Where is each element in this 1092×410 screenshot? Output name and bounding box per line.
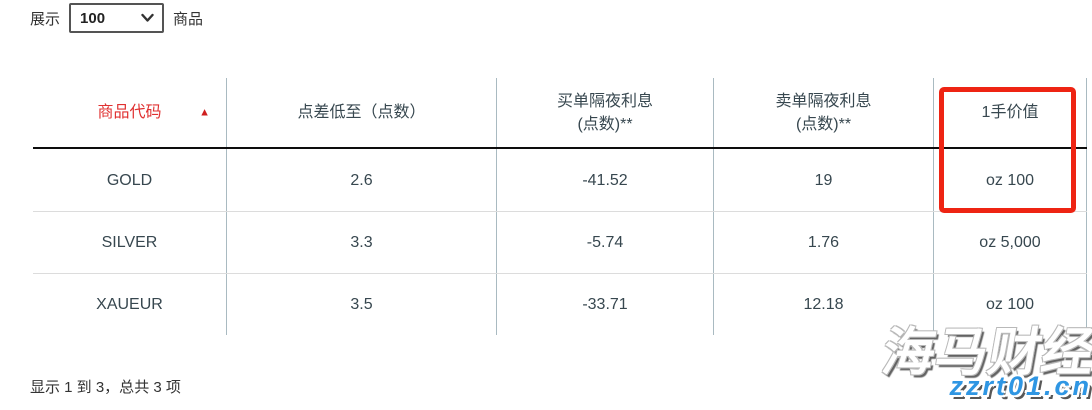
cell-spread: 2.6 — [227, 149, 497, 211]
column-header-label: 卖单隔夜利息 — [775, 92, 872, 110]
column-header-spread[interactable]: 点差低至（点数） — [227, 78, 497, 147]
cell-product-code: XAUEUR — [33, 274, 227, 335]
sort-ascending-icon: ▲ — [199, 106, 210, 118]
cell-sell-swap: 19 — [714, 149, 934, 211]
cell-buy-swap: -41.52 — [497, 149, 714, 211]
unit-label: 商品 — [173, 10, 204, 28]
chevron-down-icon — [141, 13, 154, 23]
table-info-summary: 显示 1 到 3，总共 3 项 — [30, 379, 181, 396]
table-row-silver: SILVER 3.3 -5.74 1.76 oz 5,000 — [33, 211, 1087, 273]
table-body: GOLD 2.6 -41.52 19 oz 100 SILVER 3.3 -5.… — [33, 149, 1087, 335]
column-header-sublabel: (点数)** — [577, 115, 633, 133]
column-header-label: 点差低至（点数） — [297, 104, 426, 121]
column-header-label: 商品代码 — [97, 104, 162, 121]
watermark-site-url: zzrt01.cn — [949, 371, 1092, 401]
cell-lot-value: oz 5,000 — [934, 212, 1087, 273]
cell-product-code: GOLD — [33, 149, 227, 211]
column-header-product-code[interactable]: 商品代码 ▲ — [33, 78, 227, 147]
column-header-sell-swap[interactable]: 卖单隔夜利息 (点数)** — [714, 78, 934, 147]
cell-sell-swap: 12.18 — [714, 274, 934, 335]
table-row-xaueur: XAUEUR 3.5 -33.71 12.18 oz 100 — [33, 273, 1087, 335]
column-header-buy-swap[interactable]: 买单隔夜利息 (点数)** — [497, 78, 714, 147]
cell-spread: 3.5 — [227, 274, 497, 335]
page-length-controls: 展示 100 商品 — [30, 0, 203, 36]
cell-lot-value: oz 100 — [934, 274, 1087, 335]
table-row-gold: GOLD 2.6 -41.52 19 oz 100 — [33, 149, 1087, 211]
cell-product-code: SILVER — [33, 212, 227, 273]
cell-buy-swap: -33.71 — [497, 274, 714, 335]
table-header-row: 商品代码 ▲ 点差低至（点数） 买单隔夜利息 (点数)** 卖单隔夜利息 (点数… — [33, 78, 1087, 149]
show-label: 展示 — [30, 10, 61, 28]
column-header-label: 买单隔夜利息 — [556, 92, 653, 110]
column-header-lot-value[interactable]: 1手价值 — [934, 78, 1087, 147]
items-per-page-select[interactable]: 100 — [69, 3, 165, 33]
column-header-label: 1手价值 — [981, 104, 1039, 121]
cell-buy-swap: -5.74 — [497, 212, 714, 273]
items-per-page-value: 100 — [80, 9, 106, 27]
cell-lot-value: oz 100 — [934, 149, 1087, 211]
cell-spread: 3.3 — [227, 212, 497, 273]
cell-sell-swap: 1.76 — [714, 212, 934, 273]
column-header-sublabel: (点数)** — [795, 115, 852, 133]
products-table: 商品代码 ▲ 点差低至（点数） 买单隔夜利息 (点数)** 卖单隔夜利息 (点数… — [33, 78, 1087, 335]
